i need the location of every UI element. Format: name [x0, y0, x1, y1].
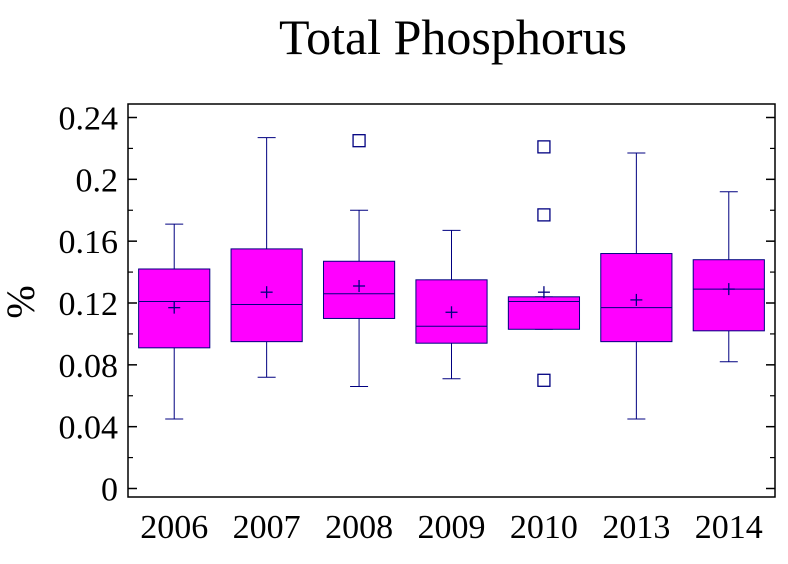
- x-tick-label: 2010: [510, 509, 578, 546]
- outlier-point: [537, 373, 551, 387]
- plot-frame: [127, 103, 776, 498]
- chart-title: Total Phosphorus: [279, 9, 627, 65]
- y-axis-label: %: [0, 285, 43, 318]
- y-tick-label: 0.2: [76, 162, 119, 199]
- y-tick-label: 0.12: [59, 286, 119, 323]
- box-2014: [692, 259, 765, 332]
- y-tick-label: 0.24: [59, 101, 119, 138]
- y-tick-label: 0.16: [59, 224, 119, 261]
- y-tick-label: 0.08: [59, 348, 119, 385]
- x-tick-label: 2008: [325, 509, 393, 546]
- outlier-point: [537, 208, 551, 222]
- x-tick-label: 2013: [602, 509, 670, 546]
- box-2010: [507, 296, 581, 330]
- y-tick-label: 0: [101, 472, 118, 509]
- x-tick-label: 2014: [695, 509, 763, 546]
- x-tick-label: 2009: [418, 509, 486, 546]
- outlier-point: [352, 134, 366, 148]
- outlier-point: [537, 140, 551, 154]
- x-tick-label: 2006: [140, 509, 208, 546]
- box-2007: [230, 248, 303, 343]
- x-tick-label: 2007: [233, 509, 301, 546]
- plot-area: 0 0.04 0.08 0.12 0.16 0.2 0.24 2006 2007 2008 2009…: [59, 101, 776, 546]
- y-tick-label: 0.04: [59, 410, 119, 447]
